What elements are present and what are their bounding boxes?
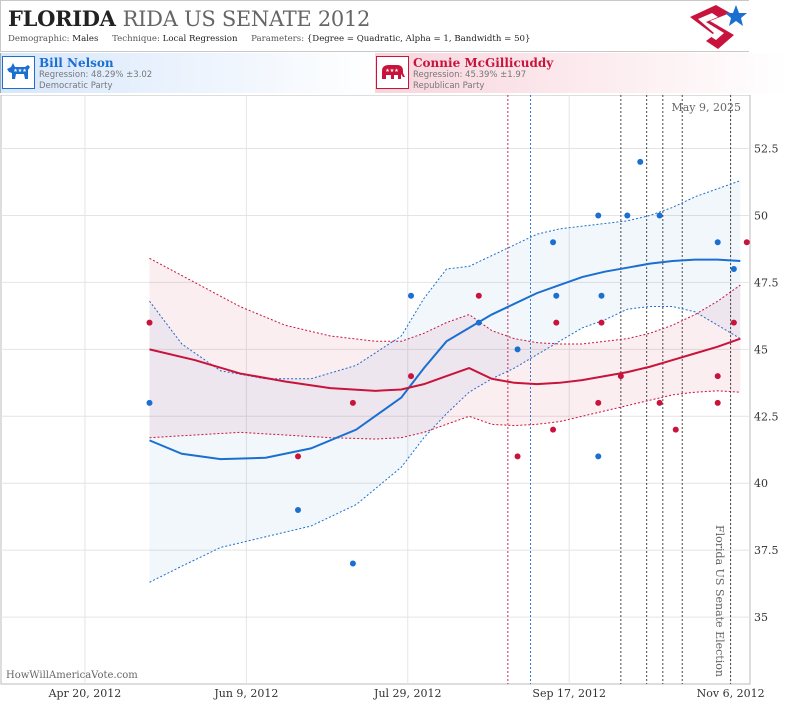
x-tick-label: Apr 20, 2012 bbox=[48, 687, 122, 700]
y-tick-label: 40 bbox=[754, 477, 768, 490]
title-state: FLORIDA bbox=[8, 6, 116, 31]
poll-point-dem bbox=[408, 292, 415, 299]
poll-chart: 35 37.5 40 42.5 45 47.5 50 52.5 Apr 20, 2012 Jun … bbox=[0, 95, 779, 700]
donkey-icon: ★★★ bbox=[2, 56, 35, 89]
title-rest: RIDA US SENATE 2012 bbox=[122, 7, 371, 31]
poll-point-rep bbox=[672, 426, 679, 433]
technique-value: Local Regression bbox=[162, 34, 238, 44]
elephant-icon: ★★★ bbox=[376, 56, 409, 89]
parameters-line: Demographic: Males Technique: Local Regr… bbox=[8, 34, 531, 44]
band-dem bbox=[149, 180, 741, 583]
y-tick-label: 50 bbox=[754, 209, 768, 222]
poll-point-rep bbox=[730, 319, 737, 326]
poll-point-rep bbox=[656, 399, 663, 406]
watermark: HowWillAmericaVote.com bbox=[6, 670, 138, 681]
date-label: May 9, 2025 bbox=[671, 101, 741, 114]
poll-point-dem bbox=[714, 239, 721, 246]
parameters-label: Parameters: bbox=[251, 34, 305, 44]
y-tick-label: 47.5 bbox=[754, 276, 779, 289]
band-upper-rep bbox=[149, 257, 741, 345]
parameters-value: {Degree = Quadratic, Alpha = 1, Bandwidt… bbox=[306, 34, 531, 44]
poll-point-dem bbox=[730, 266, 737, 273]
candidate-name-rep: Connie McGillicuddy bbox=[413, 56, 554, 70]
svg-text:★★★: ★★★ bbox=[385, 68, 399, 74]
regression-dem: Regression: 48.29% ±3.02 bbox=[39, 70, 153, 80]
demographic-value: Males bbox=[72, 34, 99, 44]
poll-point-rep bbox=[595, 399, 602, 406]
axes: 35 37.5 40 42.5 45 47.5 50 52.5 Apr 20, 2012 Jun … bbox=[48, 143, 779, 700]
fit-line-dem bbox=[149, 258, 741, 461]
plot-area bbox=[0, 95, 751, 685]
grid bbox=[0, 95, 751, 685]
poll-point-dem bbox=[624, 212, 631, 219]
poll-point-rep bbox=[714, 399, 721, 406]
poll-point-dem bbox=[550, 239, 557, 246]
x-tick-label: Sep 17, 2012 bbox=[532, 687, 606, 700]
poll-point-rep bbox=[617, 373, 624, 380]
candidate-republican: ★★★ Connie McGillicuddy Regression: 45.3… bbox=[375, 53, 789, 93]
poll-point-rep bbox=[475, 292, 482, 299]
poll-point-rep bbox=[349, 399, 356, 406]
band-lower-dem bbox=[149, 306, 741, 583]
election-label: Florida US Senate Election bbox=[713, 525, 726, 677]
poll-point-dem bbox=[637, 158, 644, 165]
poll-point-rep bbox=[295, 453, 302, 460]
candidate-name-dem: Bill Nelson bbox=[39, 56, 114, 70]
poll-point-rep bbox=[553, 319, 560, 326]
poll-point-dem bbox=[553, 292, 560, 299]
poll-point-rep bbox=[598, 319, 605, 326]
band-rep bbox=[149, 258, 741, 440]
poll-point-dem bbox=[514, 346, 521, 353]
poll-point-rep bbox=[514, 453, 521, 460]
party-rep: Republican Party bbox=[413, 81, 485, 91]
poll-point-rep bbox=[146, 319, 153, 326]
poll-point-rep bbox=[714, 373, 721, 380]
chart-header: FLORIDA RIDA US SENATE 2012 Demographic:… bbox=[0, 0, 749, 52]
y-tick-label: 35 bbox=[754, 611, 768, 624]
regression-rep: Regression: 45.39% ±1.97 bbox=[413, 70, 527, 80]
y-tick-label: 42.5 bbox=[754, 410, 779, 423]
chart-title: FLORIDA RIDA US SENATE 2012 bbox=[8, 6, 370, 31]
x-tick-label: Jul 29, 2012 bbox=[373, 687, 442, 700]
svg-text:★★★: ★★★ bbox=[13, 68, 27, 74]
confidence-bands bbox=[149, 180, 741, 583]
x-tick-label: Nov 6, 2012 bbox=[697, 687, 765, 700]
poll-point-rep bbox=[550, 426, 557, 433]
technique-label: Technique: bbox=[112, 34, 160, 44]
poll-point-dem bbox=[598, 292, 605, 299]
poll-point-rep bbox=[408, 373, 415, 380]
poll-point-dem bbox=[656, 212, 663, 219]
poll-point-rep bbox=[743, 239, 750, 246]
fit-line-rep bbox=[149, 337, 741, 392]
regression-lines bbox=[149, 258, 741, 461]
site-logo bbox=[690, 5, 747, 49]
candidate-democrat: ★★★ Bill Nelson Regression: 48.29% ±3.02… bbox=[0, 53, 375, 93]
party-dem: Democratic Party bbox=[39, 81, 113, 91]
poll-point-dem bbox=[295, 506, 302, 513]
poll-point-dem bbox=[146, 399, 153, 406]
y-tick-label: 52.5 bbox=[754, 143, 779, 156]
y-tick-label: 37.5 bbox=[754, 544, 779, 557]
x-tick-label: Jun 9, 2012 bbox=[213, 687, 278, 700]
poll-point-dem bbox=[595, 453, 602, 460]
y-tick-label: 45 bbox=[754, 343, 768, 356]
poll-point-dem bbox=[349, 560, 356, 567]
poll-points bbox=[146, 158, 750, 567]
demographic-label: Demographic: bbox=[8, 34, 70, 44]
poll-point-dem bbox=[475, 319, 482, 326]
band-upper-dem bbox=[149, 180, 741, 380]
poll-point-dem bbox=[595, 212, 602, 219]
